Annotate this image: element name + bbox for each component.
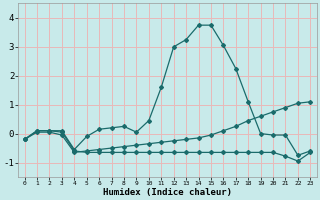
X-axis label: Humidex (Indice chaleur): Humidex (Indice chaleur) — [103, 188, 232, 197]
